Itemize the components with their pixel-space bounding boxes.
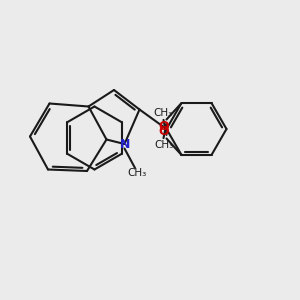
Text: O: O: [159, 125, 170, 138]
Text: CH₃: CH₃: [154, 140, 173, 150]
Text: CH₃: CH₃: [154, 108, 173, 118]
Text: O: O: [159, 120, 170, 133]
Text: N: N: [120, 138, 130, 151]
Text: CH₃: CH₃: [127, 168, 146, 178]
